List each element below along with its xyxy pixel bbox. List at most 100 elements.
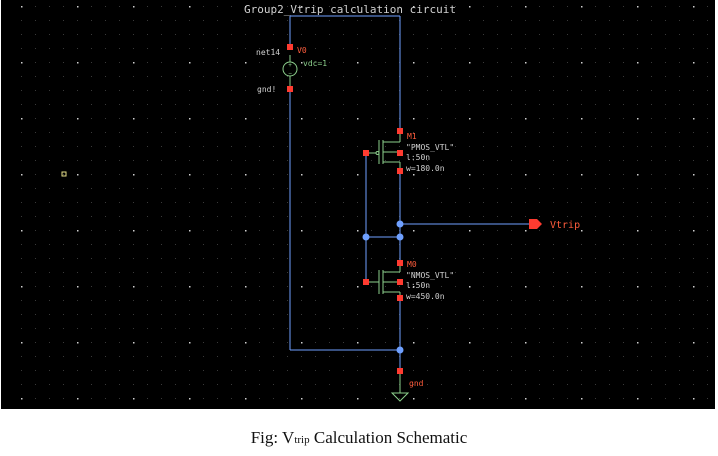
grid-dot-minor [35, 48, 36, 49]
grid-dot-minor [413, 90, 414, 91]
grid-dot-minor [539, 118, 540, 119]
grid-dot [189, 62, 191, 64]
wires [289, 15, 529, 371]
grid-dot [301, 118, 303, 120]
pmos-pin-bulk[interactable] [397, 150, 403, 156]
grid-dot-minor [707, 174, 708, 175]
grid-dot-minor [693, 328, 694, 329]
grid-dot-minor [119, 244, 120, 245]
nmos-pin-drain[interactable] [397, 260, 403, 266]
grid-dot-minor [609, 384, 610, 385]
vsource-name: V0 [297, 46, 307, 55]
pmos-pin-gate[interactable] [363, 150, 369, 156]
grid-dot-minor [413, 328, 414, 329]
pmos-pin-drain[interactable] [397, 168, 403, 174]
grid-dot [77, 174, 79, 176]
vsource-pin-plus[interactable] [287, 44, 293, 50]
grid-dot-minor [539, 188, 540, 189]
pmos-symbol [369, 134, 401, 170]
grid-dot-minor [665, 76, 666, 77]
grid-dot-minor [189, 160, 190, 161]
grid-dot-minor [91, 272, 92, 273]
grid-dot-minor [217, 90, 218, 91]
grid-dot-minor [371, 370, 372, 371]
grid-dot-minor [511, 188, 512, 189]
grid-dot-minor [623, 328, 624, 329]
grid-dot-minor [49, 286, 50, 287]
grid-dot [189, 6, 191, 8]
nmos-transistor[interactable]: M0 "NMOS_VTL" l:50n w=450.0n [363, 260, 454, 301]
voltage-source[interactable]: net14 V0 vdc=1 gnd! + − [256, 44, 327, 94]
grid-dot-minor [175, 118, 176, 119]
grid-dot-minor [343, 342, 344, 343]
grid-dot-minor [623, 230, 624, 231]
grid-dot-minor [637, 76, 638, 77]
grid-dot-minor [147, 146, 148, 147]
grid-dot-minor [441, 286, 442, 287]
grid-dot-minor [371, 286, 372, 287]
grid-dot-minor [651, 342, 652, 343]
grid-dot-minor [665, 188, 666, 189]
grid-dot-minor [49, 216, 50, 217]
grid-dot-minor [35, 90, 36, 91]
grid-dot-minor [231, 20, 232, 21]
nmos-pin-bulk[interactable] [397, 279, 403, 285]
nmos-pin-source[interactable] [397, 295, 403, 301]
grid-dot-minor [35, 314, 36, 315]
gnd-pin[interactable] [397, 368, 403, 374]
grid-dot-minor [483, 104, 484, 105]
grid-dot-minor [133, 300, 134, 301]
grid-dot-minor [357, 216, 358, 217]
grid-dot-minor [707, 146, 708, 147]
grid-dot-minor [511, 314, 512, 315]
pmos-model: "PMOS_VTL" [406, 143, 454, 152]
grid-dot-minor [371, 34, 372, 35]
grid-dot-minor [301, 104, 302, 105]
grid-dot-minor [77, 160, 78, 161]
grid-dot-minor [567, 62, 568, 63]
pmos-width: w=180.0n [406, 164, 445, 173]
grid-dot-minor [273, 118, 274, 119]
ground-symbol[interactable]: gnd [390, 368, 424, 402]
grid-dot [581, 118, 583, 120]
grid-dot-minor [539, 6, 540, 7]
grid-dot-minor [385, 160, 386, 161]
grid-dot-minor [637, 90, 638, 91]
grid-dot-minor [245, 104, 246, 105]
grid-dot-minor [119, 342, 120, 343]
pmos-transistor[interactable]: M1 "PMOS_VTL" l:50n w=180.0n [363, 128, 454, 174]
grid-dot-minor [679, 356, 680, 357]
output-pin[interactable]: Vtrip [529, 219, 580, 231]
grid-dot-minor [399, 286, 400, 287]
grid-dot-minor [133, 216, 134, 217]
grid-dot-minor [301, 370, 302, 371]
grid-dot-minor [679, 272, 680, 273]
grid-dot-minor [343, 384, 344, 385]
grid-dot-minor [203, 62, 204, 63]
grid-dot [525, 286, 527, 288]
nmos-pin-gate[interactable] [363, 279, 369, 285]
grid-dot-minor [497, 384, 498, 385]
grid-dot-minor [119, 286, 120, 287]
grid-dot-minor [315, 230, 316, 231]
nmos-symbol [369, 266, 401, 298]
schematic-title: Group2_Vtrip calculation circuit [244, 3, 456, 16]
grid-dot-minor [175, 90, 176, 91]
grid-dot-minor [525, 160, 526, 161]
grid-dot-minor [427, 342, 428, 343]
grid-dot-minor [315, 370, 316, 371]
grid-dot-minor [623, 314, 624, 315]
grid-dot-minor [455, 48, 456, 49]
grid-dot [581, 6, 583, 8]
vsource-pin-minus[interactable] [287, 86, 293, 92]
grid-dot-minor [91, 300, 92, 301]
grid-dot-minor [133, 48, 134, 49]
grid-dot-minor [245, 370, 246, 371]
grid-dot-minor [343, 90, 344, 91]
pmos-pin-source[interactable] [397, 128, 403, 134]
grid-dot-minor [231, 202, 232, 203]
schematic-canvas[interactable]: Group2_Vtrip calculation circuit net14 V… [1, 0, 715, 409]
grid-dot-minor [511, 90, 512, 91]
vsource-minus-sign: − [288, 70, 292, 77]
grid-dot [357, 174, 359, 176]
